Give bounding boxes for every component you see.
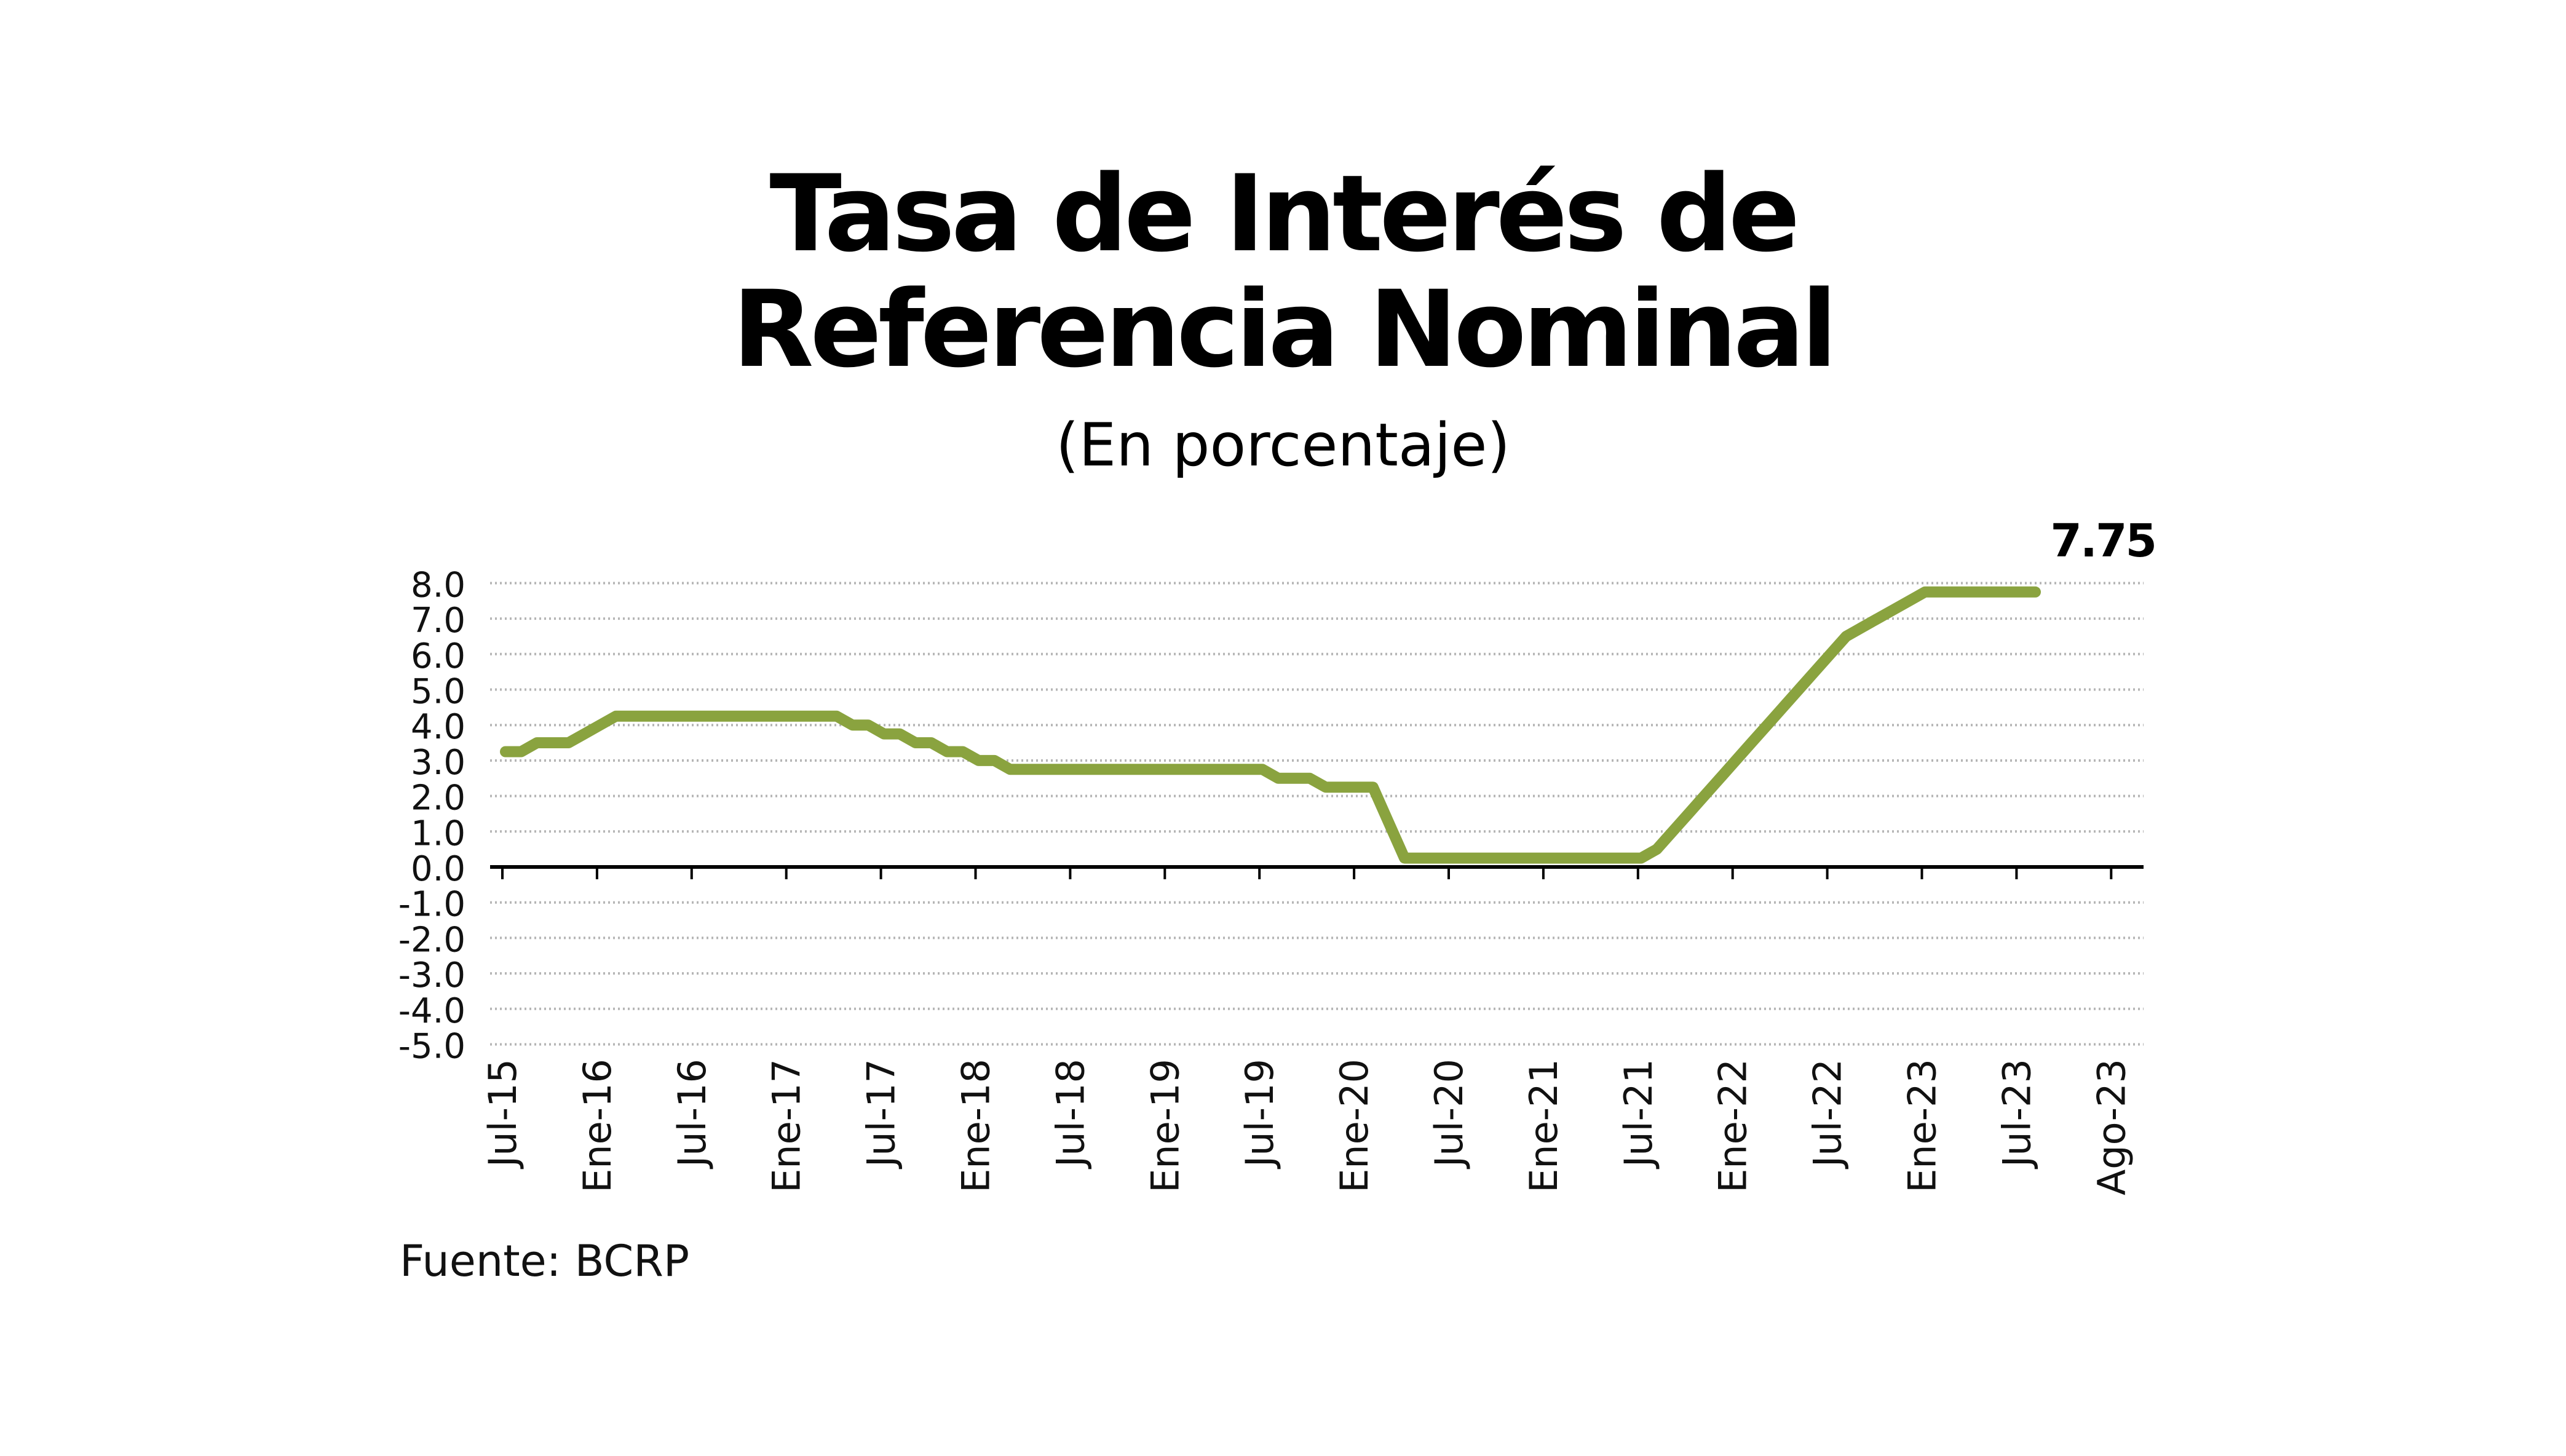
y-tick-label: 6.0 — [411, 636, 465, 676]
y-tick-label: -5.0 — [398, 1027, 465, 1067]
y-tick-label: 0.0 — [411, 849, 465, 889]
y-tick-label: -3.0 — [398, 956, 465, 995]
x-tick-label: Jul-20 — [1427, 1059, 1471, 1169]
chart-title-line-2: Referencia Nominal — [732, 267, 1837, 391]
x-tick-label: Jul-16 — [670, 1059, 715, 1169]
y-axis-labels: 8.07.06.05.04.03.02.01.00.0-1.0-2.0-3.0-… — [398, 565, 465, 1066]
x-tick-label: Ene-18 — [954, 1059, 999, 1193]
y-tick-label: -2.0 — [398, 920, 465, 960]
x-tick-label: Ene-22 — [1711, 1059, 1756, 1193]
gridlines — [490, 582, 2144, 1046]
x-tick-label: Jul-18 — [1048, 1059, 1093, 1169]
y-tick-label: 5.0 — [411, 672, 465, 712]
y-tick-label: 2.0 — [411, 778, 465, 818]
x-tick-label: Jul-21 — [1616, 1059, 1661, 1169]
x-tick-label: Ene-16 — [575, 1059, 620, 1193]
y-tick-label: 3.0 — [411, 743, 465, 783]
chart-title-line-1: Tasa de Interés de — [769, 152, 1800, 275]
x-tick-label: Ene-23 — [1900, 1059, 1945, 1193]
x-tick-label: Jul-22 — [1805, 1059, 1850, 1169]
source-note: Fuente: BCRP — [400, 1236, 690, 1286]
y-tick-label: 7.0 — [411, 601, 465, 641]
end-value-label: 7.75 — [2050, 515, 2155, 568]
x-tick-label: Jul-17 — [859, 1059, 904, 1169]
x-tick-label: Jul-19 — [1237, 1059, 1282, 1169]
x-tick-label: Ene-17 — [764, 1059, 809, 1193]
y-tick-label: -4.0 — [398, 991, 465, 1031]
y-tick-label: -1.0 — [398, 885, 465, 925]
x-tick-label: Jul-23 — [1994, 1059, 2039, 1169]
x-tick-label: Ago-23 — [2089, 1059, 2134, 1195]
y-tick-label: 4.0 — [411, 707, 465, 747]
series-line — [500, 586, 2041, 864]
y-tick-label: 8.0 — [411, 565, 465, 605]
x-tick-label: Jul-15 — [480, 1059, 525, 1169]
chart-subtitle: (En porcentaje) — [1056, 411, 1510, 480]
x-axis: Jul-15 Ene-16 Jul-16 Ene-17 Jul-17 Ene-18 Jul-… — [480, 865, 2144, 1195]
x-tick-label: Ene-19 — [1142, 1059, 1187, 1193]
x-tick-label: Ene-21 — [1521, 1059, 1566, 1193]
x-tick-label: Ene-20 — [1332, 1059, 1377, 1193]
y-tick-label: 1.0 — [411, 813, 465, 853]
